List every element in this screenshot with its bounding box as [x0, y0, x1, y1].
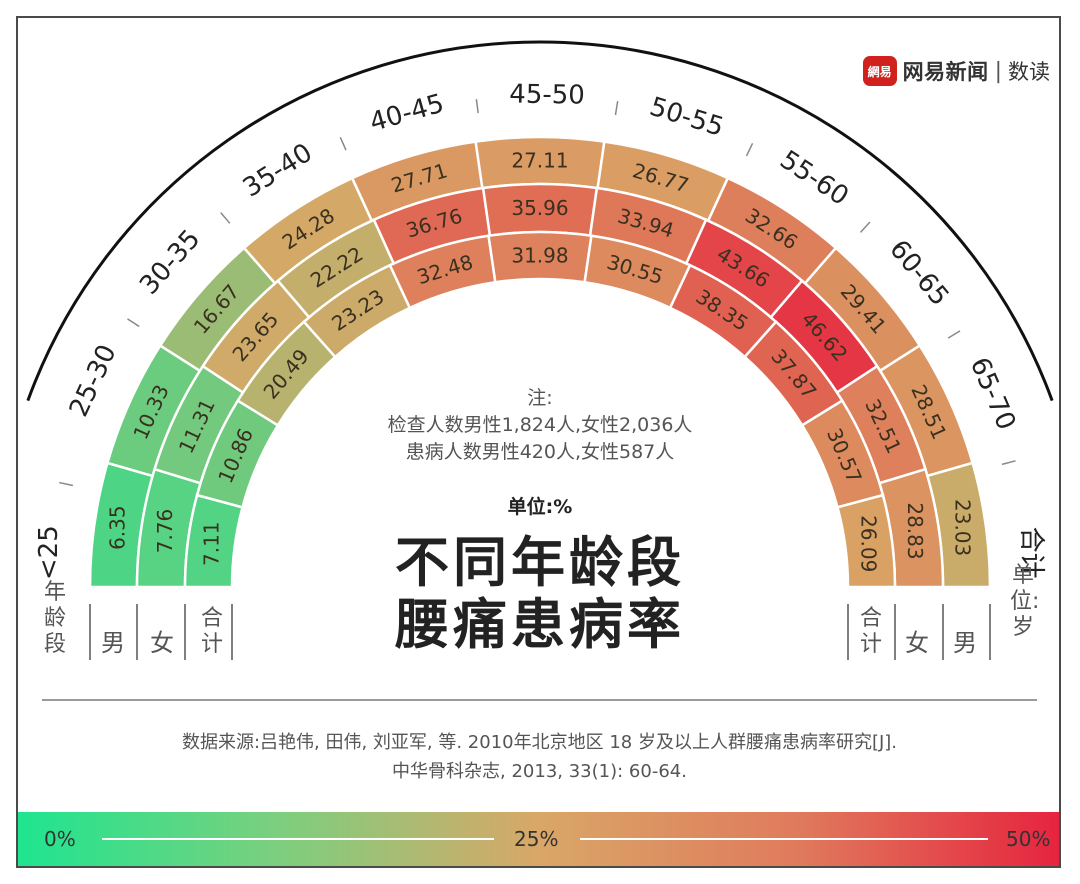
brand: 網易 网易新闻 | 数读 [862, 56, 1050, 86]
cell-value: 26.09 [857, 515, 881, 572]
right-male-label: 男 [953, 629, 977, 657]
tick [475, 99, 479, 114]
tick [220, 212, 231, 224]
age-label: 40-45 [367, 89, 448, 138]
age-label: 35-40 [238, 138, 318, 204]
age-label: 45-50 [509, 80, 585, 111]
cell-value: 6.35 [106, 505, 130, 550]
cell-value: 28.83 [903, 502, 927, 559]
age-label: 55-60 [774, 145, 853, 212]
tick [127, 318, 140, 328]
note-line-1: 检查人数男性1,824人,女性2,036人 [387, 414, 693, 436]
color-legend: 0% 25% 50% [18, 812, 1059, 866]
outer-arc [26, 40, 1054, 402]
right-female-label: 女 [905, 629, 929, 657]
age-label: 65-70 [964, 353, 1021, 434]
source-line-1: 数据来源:吕艳伟, 田伟, 刘亚军, 等. 2010年北京地区 18 岁及以上人… [181, 732, 898, 753]
note-line-2: 患病人数男性420人,女性587人 [405, 441, 675, 463]
cell-value: 7.76 [153, 509, 177, 554]
note: 注: 检查人数男性1,824人,女性2,036人 患病人数男性420人,女性58… [290, 385, 790, 466]
data-source: 数据来源:吕艳伟, 田伟, 刘亚军, 等. 2010年北京地区 18 岁及以上人… [42, 728, 1037, 786]
age-label: 30-35 [134, 224, 206, 301]
age-label: 60-65 [883, 235, 954, 312]
left-male-label: 男 [101, 629, 125, 657]
left-total-label: 合计 [200, 606, 223, 657]
tick [59, 481, 74, 487]
right-unit-label: 单位:岁 [1010, 563, 1040, 640]
tick [859, 221, 871, 233]
cell-value: 23.03 [950, 499, 974, 556]
cell-value: 31.98 [511, 244, 568, 268]
right-total-label: 合计 [859, 606, 882, 657]
legend-min: 0% [44, 827, 76, 851]
tick [614, 101, 619, 116]
tick [339, 137, 347, 151]
legend-mid: 25% [514, 827, 559, 851]
source-line-2: 中华骨科杂志, 2013, 33(1): 60-64. [392, 761, 687, 782]
brand-separator: | [994, 58, 1002, 84]
title-line-1: 不同年龄段 [395, 531, 685, 594]
cell-value: 35.96 [511, 196, 568, 220]
cell-value: 7.11 [199, 521, 223, 566]
left-female-label: 女 [150, 629, 174, 657]
tick [947, 330, 961, 339]
legend-line-right [580, 838, 988, 840]
brand-sub: 数读 [1008, 60, 1050, 84]
heatmap-cell [835, 493, 897, 589]
cell-value: 27.11 [511, 149, 568, 173]
age-label: 50-55 [646, 92, 727, 143]
age-label: 25-30 [64, 340, 123, 421]
age-label: <25 [34, 525, 64, 580]
tick [1001, 460, 1016, 466]
divider [42, 699, 1037, 701]
chart-title: 不同年龄段 腰痛患病率 [290, 532, 790, 656]
legend-max: 50% [1006, 827, 1051, 851]
netease-logo-icon: 網易 [862, 56, 897, 86]
title-line-2: 腰痛患病率 [395, 593, 685, 656]
age-group-axis-label: 年龄段 [43, 580, 66, 657]
legend-line-left [102, 838, 494, 840]
unit-label: 单位:% [507, 496, 573, 518]
brand-name: 网易新闻 [902, 60, 989, 84]
age-label: 合计 [1016, 527, 1046, 579]
note-heading: 注: [527, 387, 553, 409]
tick [745, 142, 754, 157]
